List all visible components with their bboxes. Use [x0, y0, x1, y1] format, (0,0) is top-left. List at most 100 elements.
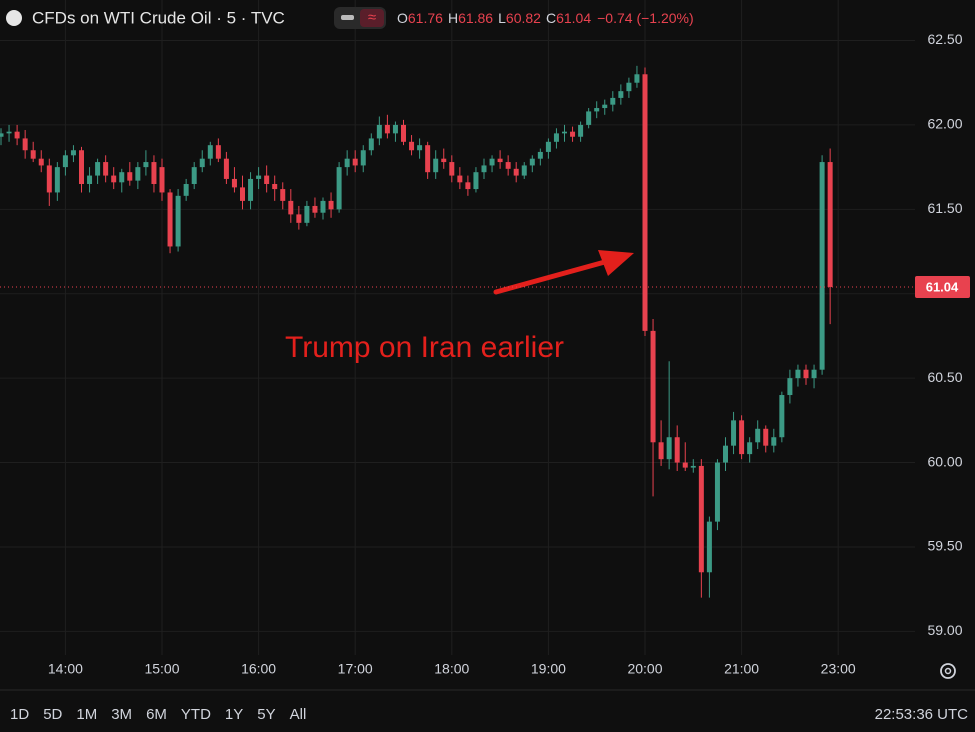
candle-body	[248, 178, 254, 201]
candle-body	[650, 330, 656, 443]
candle-body	[674, 437, 680, 463]
candle-body	[425, 145, 431, 173]
candle-body	[320, 200, 326, 213]
header-pill: ≈	[334, 7, 386, 29]
ohlc-key: C	[546, 10, 556, 26]
candle-body	[626, 82, 632, 92]
candle-body	[183, 184, 189, 196]
candle-body	[827, 162, 833, 287]
candle-body	[545, 141, 551, 152]
gear-core[interactable]	[944, 667, 952, 675]
y-tick-label: 62.50	[927, 31, 962, 47]
candle-body	[256, 175, 262, 179]
candle-body	[642, 74, 648, 331]
arrow-head	[598, 250, 634, 276]
range-button[interactable]: YTD	[181, 706, 211, 723]
y-tick-label: 59.00	[927, 622, 962, 638]
gear[interactable]	[940, 663, 956, 679]
x-tick-label: 21:00	[724, 661, 759, 677]
candle-body	[54, 167, 60, 193]
settings-icon[interactable]	[940, 663, 956, 679]
y-tick-label: 62.00	[927, 116, 962, 132]
candle-body	[739, 420, 745, 455]
clock: 22:53:36 UTC	[875, 706, 969, 723]
candle-body	[264, 175, 270, 185]
candle-body	[706, 521, 712, 573]
candle-body	[666, 437, 672, 460]
range-button[interactable]: All	[290, 706, 307, 723]
candle-body	[698, 465, 704, 573]
y-tick-label: 60.00	[927, 453, 962, 469]
candle-body	[779, 395, 785, 438]
range-button[interactable]: 5D	[43, 706, 62, 723]
range-button[interactable]: 6M	[146, 706, 167, 723]
range-button[interactable]: 1M	[76, 706, 97, 723]
candle-body	[336, 167, 342, 210]
candle-body	[231, 178, 237, 188]
candle-body	[87, 175, 93, 185]
candle-body	[433, 158, 439, 173]
candle-body	[167, 192, 173, 247]
range-button[interactable]: 1D	[10, 706, 29, 723]
candle-body	[658, 442, 664, 460]
candle-body	[521, 165, 527, 176]
candle-body	[594, 108, 600, 112]
candle-body	[513, 168, 519, 176]
candle-body	[690, 465, 696, 468]
icon-bg	[360, 9, 384, 27]
candle-body	[714, 462, 720, 522]
last-price-label: 61.04	[926, 279, 959, 294]
candle-body	[240, 187, 245, 201]
x-tick-label: 19:00	[531, 661, 566, 677]
candle-body	[127, 172, 133, 181]
icon	[341, 15, 354, 20]
candle-body	[449, 162, 455, 176]
annotation: Trump on Iran earlier	[285, 331, 564, 364]
candle-body	[119, 172, 125, 183]
candle-body	[103, 162, 109, 176]
ohlc-legend: O61.76 H61.86 L60.82 C61.04 −0.74 (−1.20%)	[397, 10, 694, 26]
candle-body	[46, 165, 52, 193]
candle-body	[111, 175, 117, 183]
candle-body	[610, 97, 616, 105]
candle-body	[481, 165, 487, 173]
range-button[interactable]: 5Y	[257, 706, 275, 723]
ohlc-key: O	[397, 10, 408, 26]
candle-body	[352, 158, 358, 166]
icon: ≈	[368, 9, 376, 26]
candle-body	[489, 158, 495, 166]
candle-body	[384, 124, 390, 134]
ohlc-value: 61.76	[408, 10, 443, 26]
candle-body	[6, 131, 12, 134]
annotation-arrow	[493, 250, 634, 295]
range-button[interactable]: 3M	[111, 706, 132, 723]
candle-body	[304, 205, 310, 223]
candle-body	[803, 369, 809, 379]
candle-body	[562, 131, 567, 134]
candle-body	[473, 172, 479, 190]
candle-body	[771, 437, 777, 446]
candle-body	[819, 162, 825, 370]
candle-body	[312, 205, 318, 213]
x-tick-label: 20:00	[627, 661, 662, 677]
candle-body	[787, 378, 793, 396]
candle-body	[22, 138, 28, 151]
candle-body	[368, 138, 374, 151]
range-button[interactable]: 1Y	[225, 706, 243, 723]
candle-body	[344, 158, 350, 168]
candle-body	[70, 150, 76, 156]
candle-body	[578, 124, 584, 137]
candle-body	[159, 167, 165, 193]
candle-body	[537, 151, 543, 159]
candle-body	[747, 442, 753, 455]
ohlc-value: 60.82	[506, 10, 541, 26]
candle-body	[296, 214, 302, 223]
candle-body	[392, 124, 398, 134]
candle-body	[417, 145, 423, 151]
candle-body	[376, 124, 382, 139]
x-tick-label: 18:00	[434, 661, 469, 677]
candle-body	[360, 150, 366, 166]
y-tick-label: 61.50	[927, 200, 962, 216]
candle-body	[62, 155, 68, 168]
